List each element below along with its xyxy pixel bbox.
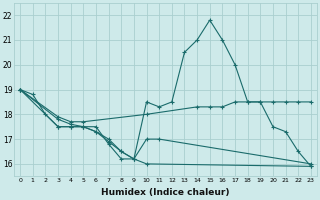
X-axis label: Humidex (Indice chaleur): Humidex (Indice chaleur) (101, 188, 230, 197)
